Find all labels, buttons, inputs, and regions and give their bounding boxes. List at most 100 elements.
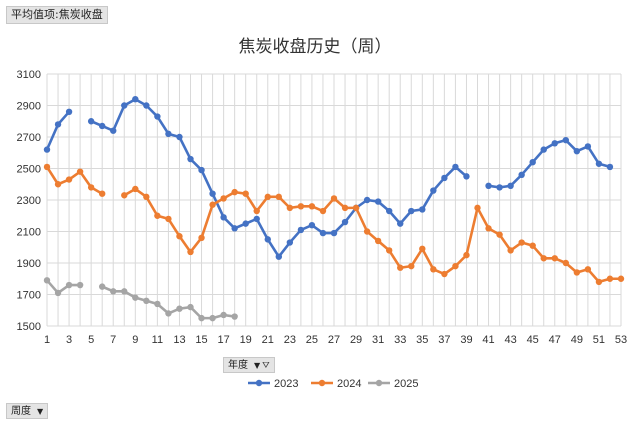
data-point[interactable] bbox=[474, 204, 481, 212]
data-point[interactable] bbox=[154, 300, 161, 308]
data-point[interactable] bbox=[231, 313, 238, 320]
data-point[interactable] bbox=[341, 204, 349, 212]
data-point[interactable] bbox=[419, 245, 426, 253]
data-point[interactable] bbox=[43, 146, 51, 153]
data-point[interactable] bbox=[54, 289, 62, 297]
data-point[interactable] bbox=[165, 310, 172, 317]
data-point[interactable] bbox=[76, 168, 84, 175]
data-point[interactable] bbox=[606, 275, 614, 282]
data-point[interactable] bbox=[87, 118, 95, 125]
year-field-button[interactable]: 年度 ▼ ⛛ bbox=[223, 357, 275, 373]
data-point[interactable] bbox=[297, 203, 305, 210]
data-point[interactable] bbox=[165, 130, 172, 138]
data-point[interactable] bbox=[176, 305, 183, 312]
data-point[interactable] bbox=[231, 225, 238, 232]
data-point[interactable] bbox=[430, 266, 437, 273]
data-point[interactable] bbox=[98, 283, 106, 290]
data-point[interactable] bbox=[264, 236, 271, 243]
data-point[interactable] bbox=[496, 231, 503, 238]
data-point[interactable] bbox=[143, 102, 150, 109]
data-point[interactable] bbox=[518, 171, 525, 178]
data-point[interactable] bbox=[43, 277, 51, 284]
data-point[interactable] bbox=[374, 237, 382, 245]
data-point[interactable] bbox=[573, 269, 581, 276]
data-point[interactable] bbox=[397, 264, 404, 271]
data-point[interactable] bbox=[209, 201, 216, 208]
data-point[interactable] bbox=[98, 122, 106, 130]
data-point[interactable] bbox=[562, 259, 570, 267]
week-field-button[interactable]: 周度 ▼ bbox=[6, 403, 49, 419]
data-point[interactable] bbox=[110, 288, 117, 295]
legend-item-2025[interactable]: 2025 bbox=[368, 378, 418, 390]
data-point[interactable] bbox=[319, 207, 327, 215]
data-point[interactable] bbox=[397, 220, 404, 227]
data-point[interactable] bbox=[551, 140, 558, 147]
data-point[interactable] bbox=[529, 242, 536, 249]
data-point[interactable] bbox=[43, 163, 51, 171]
data-point[interactable] bbox=[540, 255, 547, 262]
data-point[interactable] bbox=[231, 188, 238, 196]
data-point[interactable] bbox=[198, 166, 205, 174]
data-point[interactable] bbox=[496, 184, 503, 191]
data-point[interactable] bbox=[253, 215, 260, 223]
data-point[interactable] bbox=[551, 255, 558, 262]
data-point[interactable] bbox=[485, 182, 492, 190]
value-field-button[interactable]: 平均值项:焦炭收盘 bbox=[6, 6, 108, 24]
data-point[interactable] bbox=[562, 136, 570, 144]
filter-funnel-icon[interactable]: ⛛ bbox=[262, 361, 270, 371]
data-point[interactable] bbox=[143, 193, 150, 201]
data-point[interactable] bbox=[264, 193, 271, 201]
data-point[interactable] bbox=[209, 190, 216, 197]
data-point[interactable] bbox=[242, 220, 249, 227]
data-point[interactable] bbox=[154, 212, 161, 219]
data-point[interactable] bbox=[385, 247, 393, 254]
data-point[interactable] bbox=[121, 288, 128, 295]
data-point[interactable] bbox=[143, 297, 150, 304]
data-point[interactable] bbox=[187, 248, 194, 256]
data-point[interactable] bbox=[54, 121, 62, 128]
data-point[interactable] bbox=[408, 262, 415, 270]
data-point[interactable] bbox=[297, 226, 305, 234]
data-point[interactable] bbox=[319, 229, 327, 237]
data-point[interactable] bbox=[220, 195, 227, 202]
data-point[interactable] bbox=[441, 270, 448, 278]
data-point[interactable] bbox=[507, 247, 514, 254]
data-point[interactable] bbox=[87, 184, 95, 191]
data-point[interactable] bbox=[573, 147, 581, 155]
data-point[interactable] bbox=[176, 133, 183, 141]
data-point[interactable] bbox=[98, 190, 106, 197]
data-point[interactable] bbox=[485, 225, 492, 232]
data-point[interactable] bbox=[352, 204, 360, 212]
data-point[interactable] bbox=[330, 195, 338, 202]
data-point[interactable] bbox=[419, 206, 426, 213]
data-point[interactable] bbox=[507, 182, 514, 190]
data-point[interactable] bbox=[54, 181, 62, 188]
data-point[interactable] bbox=[330, 229, 338, 237]
data-point[interactable] bbox=[452, 262, 459, 270]
data-point[interactable] bbox=[308, 222, 316, 229]
dropdown-arrow-icon[interactable]: ▼ bbox=[37, 407, 44, 416]
data-point[interactable] bbox=[584, 266, 592, 273]
data-point[interactable] bbox=[286, 204, 294, 212]
data-point[interactable] bbox=[65, 281, 73, 289]
data-point[interactable] bbox=[341, 218, 349, 226]
data-point[interactable] bbox=[275, 253, 283, 260]
legend-item-2024[interactable]: 2024 bbox=[311, 378, 361, 390]
data-point[interactable] bbox=[584, 143, 592, 150]
data-point[interactable] bbox=[154, 113, 161, 120]
data-point[interactable] bbox=[132, 294, 139, 301]
data-point[interactable] bbox=[385, 207, 393, 215]
data-point[interactable] bbox=[187, 303, 194, 311]
data-point[interactable] bbox=[606, 163, 614, 171]
data-point[interactable] bbox=[65, 176, 73, 183]
data-point[interactable] bbox=[165, 215, 172, 223]
data-point[interactable] bbox=[242, 190, 249, 197]
data-point[interactable] bbox=[121, 192, 128, 199]
data-point[interactable] bbox=[275, 193, 283, 201]
data-point[interactable] bbox=[176, 233, 183, 240]
data-point[interactable] bbox=[121, 102, 128, 109]
data-point[interactable] bbox=[441, 174, 448, 182]
data-point[interactable] bbox=[430, 187, 437, 194]
data-point[interactable] bbox=[198, 314, 205, 322]
data-point[interactable] bbox=[617, 275, 625, 282]
